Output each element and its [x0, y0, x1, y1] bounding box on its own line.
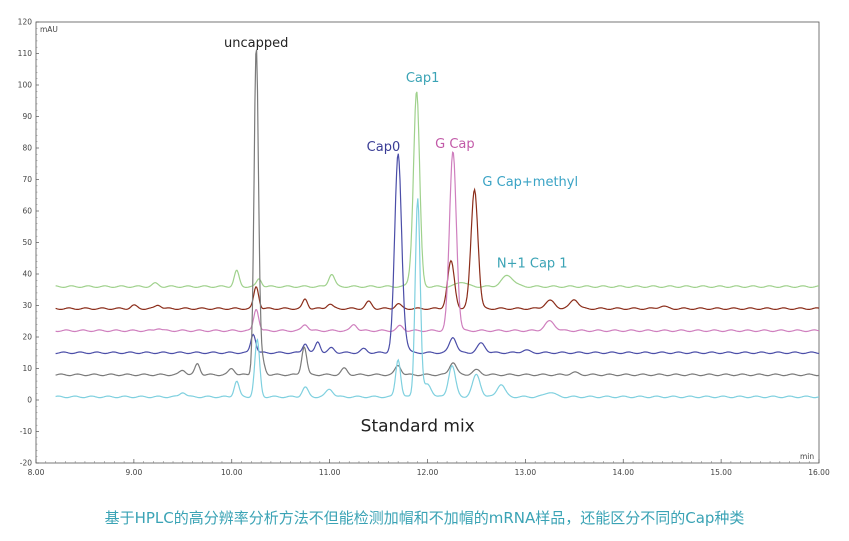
y-tick-label: 50 — [22, 238, 32, 247]
trace-line — [55, 151, 820, 333]
y-tick-label: 80 — [22, 144, 32, 153]
peak-annotation: G Cap+methyl — [482, 175, 578, 190]
y-axis: -20 -10 0 10 20 30 40 50 60 70 80 90 100 110 120 — [18, 18, 39, 468]
y-tick-label: 90 — [22, 112, 32, 121]
x-tick-label: 12.00 — [417, 468, 439, 477]
peak-annotation: Cap0 — [367, 140, 401, 155]
chromatogram-chart: -20 -10 0 10 20 30 40 50 60 70 80 90 100 110 120 8.00 9… — [18, 18, 830, 478]
x-tick-label: 15.00 — [710, 468, 732, 477]
peak-annotation: N+1 Cap 1 — [497, 257, 568, 272]
peak-annotation: Cap1 — [406, 71, 440, 86]
chromatogram-svg: -20 -10 0 10 20 30 40 50 60 70 80 90 100 110 120 8.00 9… — [18, 18, 830, 478]
traces — [55, 49, 820, 399]
y-tick-label: 20 — [22, 333, 32, 342]
peak-labels: uncapped Cap1 Cap0 G Cap G Cap+methyl N+1 Cap… — [224, 36, 578, 436]
y-tick-label: 30 — [22, 301, 32, 310]
y-tick-label: -10 — [20, 427, 32, 436]
x-tick-label: 11.00 — [319, 468, 341, 477]
y-tick-label: 0 — [27, 396, 32, 405]
x-tick-label: 9.00 — [126, 468, 143, 477]
y-tick-label: 70 — [22, 175, 32, 184]
x-tick-label: 16.00 — [808, 468, 830, 477]
x-tick-label: 13.00 — [515, 468, 537, 477]
peak-annotation: uncapped — [224, 36, 288, 51]
x-tick-label: 10.00 — [221, 468, 243, 477]
trace-line — [55, 153, 820, 355]
x-tick-label: 14.00 — [613, 468, 635, 477]
trace-line — [55, 187, 820, 311]
trace-line — [55, 91, 820, 289]
x-tick-label: 8.00 — [28, 468, 45, 477]
y-tick-label: 60 — [22, 207, 32, 216]
peak-annotation: Standard mix — [361, 417, 475, 437]
y-tick-label: 110 — [18, 49, 33, 58]
caption: 基于HPLC的高分辨率分析方法不但能检测加帽和不加帽的mRNA样品，还能区分不同… — [104, 509, 745, 527]
trace-line — [55, 198, 820, 399]
peak-annotation: G Cap — [435, 137, 475, 152]
trace-line — [55, 49, 820, 377]
y-tick-label: 100 — [18, 81, 33, 90]
y-tick-label: -20 — [20, 459, 32, 468]
y-axis-label: mAU — [40, 25, 58, 34]
y-tick-label: 10 — [22, 364, 32, 373]
x-axis-label: min — [800, 452, 814, 461]
y-tick-label: 120 — [18, 18, 33, 27]
x-axis: 8.00 9.00 10.00 11.00 12.00 13.00 14.00 15.00 16… — [28, 459, 830, 477]
y-tick-label: 40 — [22, 270, 32, 279]
